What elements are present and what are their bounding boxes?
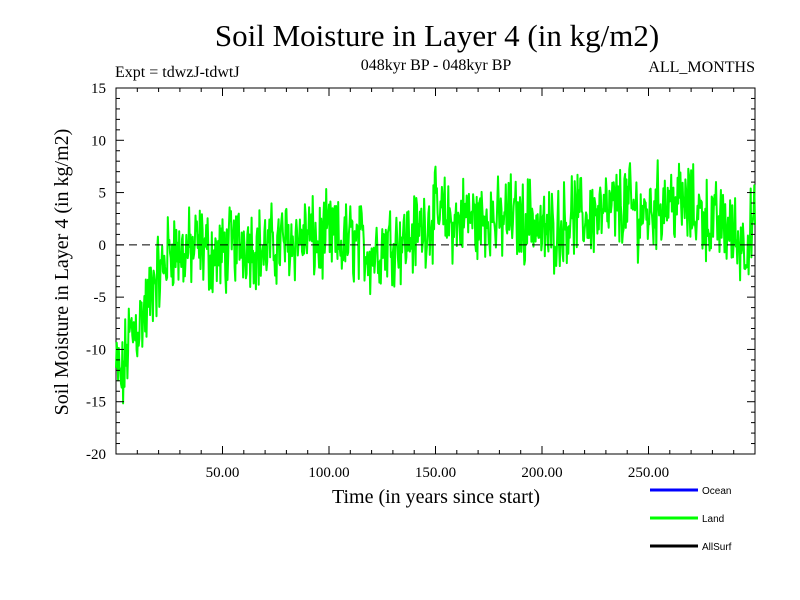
y-axis-tick-labels: -20 -15 -10 -5 0 5 10 15: [86, 81, 106, 463]
y-tick-label: -15: [86, 395, 106, 411]
legend-label-allsurf: AllSurf: [702, 542, 732, 553]
legend: Ocean Land AllSurf: [650, 486, 732, 553]
y-axis-label: Soil Moisture in Layer 4 (in kg/m2): [51, 129, 73, 416]
y-tick-label: -10: [86, 342, 106, 358]
x-tick-label: 50.00: [206, 465, 240, 481]
series-line-land: [115, 159, 756, 405]
axis-ticks: [116, 87, 755, 455]
x-tick-label: 250.00: [628, 465, 669, 481]
x-axis-label: Time (in years since start): [332, 486, 540, 508]
legend-label-land: Land: [702, 514, 724, 525]
series-layer: [115, 159, 756, 405]
chart-title: Soil Moisture in Layer 4 (in kg/m2): [215, 18, 659, 53]
y-tick-label: 10: [91, 133, 106, 149]
period-label: 048kyr BP - 048kyr BP: [361, 57, 512, 74]
x-tick-label: 150.00: [415, 465, 456, 481]
plot-area: [115, 87, 756, 455]
y-tick-label: 15: [91, 81, 106, 97]
y-tick-label: 5: [99, 186, 107, 202]
legend-label-ocean: Ocean: [702, 486, 731, 497]
x-axis-tick-labels: 50.00 100.00 150.00 200.00 250.00: [206, 465, 670, 481]
y-tick-label: 0: [99, 238, 107, 254]
experiment-label: Expt = tdwzJ-tdwtJ: [115, 64, 240, 81]
y-tick-label: -20: [86, 447, 106, 463]
y-tick-label: -5: [94, 290, 107, 306]
months-label: ALL_MONTHS: [648, 59, 755, 76]
x-tick-label: 100.00: [308, 465, 349, 481]
plot-frame: [115, 87, 756, 455]
x-tick-label: 200.00: [521, 465, 562, 481]
